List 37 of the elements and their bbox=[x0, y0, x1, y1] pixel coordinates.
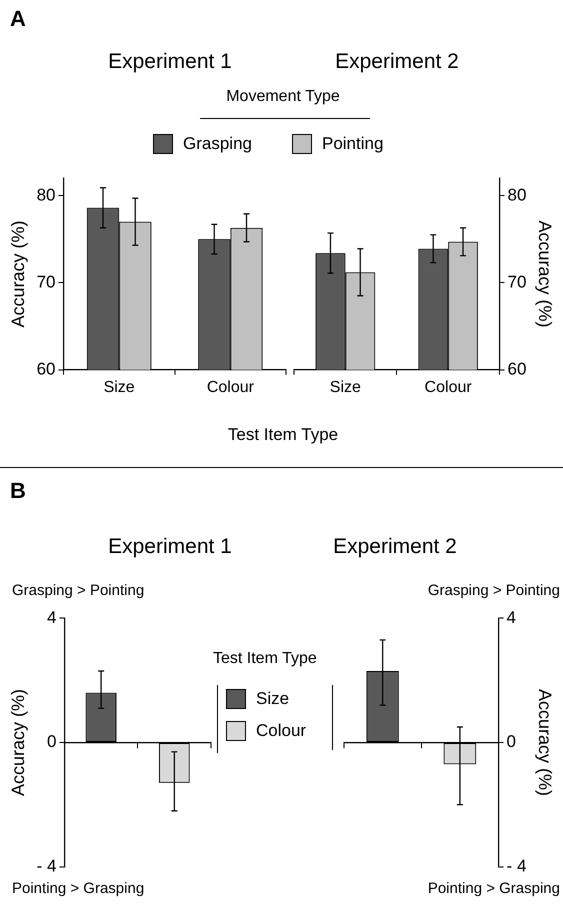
text: A bbox=[10, 6, 26, 32]
legend-title: Movement Type bbox=[225, 88, 341, 106]
y-tick-label: 4 bbox=[506, 608, 516, 627]
x-axis-title: Test Item Type bbox=[226, 425, 340, 445]
text: Grasping > Pointing bbox=[428, 582, 560, 599]
y-tick-label: - 4 bbox=[506, 856, 526, 876]
legend-label: Size bbox=[256, 689, 290, 709]
y-tick-label: 80 bbox=[507, 185, 526, 204]
x-tick-label: Colour bbox=[424, 378, 472, 396]
text: B bbox=[10, 478, 26, 504]
y-tick-label: - 4 bbox=[36, 856, 56, 876]
y-axis-title: Accuracy (%) bbox=[535, 220, 556, 328]
y-tick-label: 0 bbox=[46, 732, 56, 752]
y-tick-label: 70 bbox=[36, 272, 56, 292]
x-tick-label: Colour bbox=[206, 378, 255, 396]
legend-title: Test Item Type bbox=[213, 650, 317, 668]
chart-title: Experiment 2 bbox=[332, 535, 458, 559]
x-tick-label: Size bbox=[104, 378, 135, 396]
text: Pointing > Grasping bbox=[428, 880, 560, 897]
y-tick-label: 0 bbox=[506, 732, 516, 752]
x-tick-label: Size bbox=[330, 378, 362, 396]
chart-title: Experiment 1 bbox=[107, 50, 233, 74]
text: Pointing > Grasping bbox=[12, 880, 144, 897]
text: Grasping > Pointing bbox=[12, 582, 144, 599]
y-tick-label: 80 bbox=[36, 185, 56, 204]
legend-label: Pointing bbox=[322, 134, 384, 154]
legend-label: Grasping bbox=[183, 134, 252, 154]
legend-label: Colour bbox=[256, 721, 306, 741]
chart-title: Experiment 1 bbox=[107, 535, 233, 559]
chart-title: Experiment 2 bbox=[334, 50, 460, 74]
y-tick-label: 60 bbox=[36, 359, 56, 378]
y-tick-label: 60 bbox=[507, 359, 526, 378]
y-axis-title: Accuracy (%) bbox=[8, 220, 28, 328]
y-axis-title: Accuracy (%) bbox=[535, 688, 556, 796]
y-tick-label: 70 bbox=[507, 272, 526, 292]
y-tick-label: 4 bbox=[46, 608, 56, 627]
y-axis-title: Accuracy (%) bbox=[8, 688, 28, 796]
